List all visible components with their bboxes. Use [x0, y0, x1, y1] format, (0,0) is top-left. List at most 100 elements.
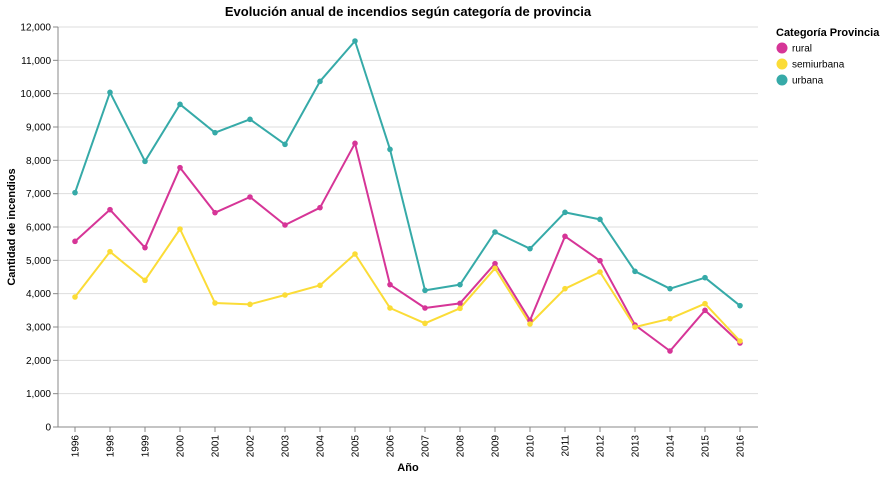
- data-point-urbana: [527, 245, 533, 252]
- y-tick-label: 8,000: [26, 156, 51, 167]
- data-point-urbana: [632, 268, 638, 275]
- x-tick-label: 2009: [491, 435, 502, 458]
- x-tick-label: 2003: [281, 435, 292, 458]
- data-point-rural: [72, 238, 78, 245]
- data-point-rural: [212, 209, 218, 216]
- data-point-urbana: [142, 158, 148, 165]
- legend-symbol-rural: [776, 42, 788, 54]
- data-point-urbana: [72, 189, 78, 196]
- data-point-urbana: [387, 146, 393, 153]
- y-tick-label: 0: [45, 423, 51, 434]
- data-point-semiurbana: [317, 282, 323, 289]
- x-tick-label: 2010: [526, 435, 537, 458]
- data-point-semiurbana: [247, 301, 253, 308]
- data-point-semiurbana: [492, 265, 498, 272]
- data-point-urbana: [422, 287, 428, 294]
- data-point-urbana: [737, 302, 743, 309]
- legend-label-rural: rural: [792, 44, 812, 55]
- x-axis-title: Año: [397, 462, 419, 474]
- x-tick-label: 2001: [211, 435, 222, 458]
- data-point-semiurbana: [282, 292, 288, 298]
- x-tick-label: 2000: [176, 435, 187, 458]
- series-line-rural: [74, 142, 741, 352]
- data-point-rural: [562, 233, 568, 240]
- legend-label-urbana: urbana: [792, 76, 824, 87]
- data-point-urbana: [247, 116, 253, 123]
- x-tick-label: 2013: [631, 435, 642, 458]
- x-axis: 1996 1998 1999 2000 2001 2002 2003 2004 2005 2006…: [58, 426, 758, 458]
- x-tick-label: 1998: [106, 435, 117, 458]
- data-point-rural: [387, 281, 393, 288]
- data-point-semiurbana: [72, 294, 78, 300]
- x-tick-label: 1996: [71, 435, 82, 458]
- data-point-rural: [492, 260, 498, 267]
- gridlines: [58, 26, 758, 428]
- y-tick-label: 10,000: [20, 89, 51, 100]
- x-tick-label: 2006: [386, 435, 397, 458]
- y-tick-label: 4,000: [26, 289, 51, 300]
- data-point-rural: [247, 194, 253, 200]
- x-tick-label: 2015: [701, 435, 712, 458]
- chart-title: Evolución anual de incendios según categ…: [225, 4, 592, 19]
- data-point-urbana: [317, 78, 323, 85]
- data-point-urbana: [352, 38, 358, 44]
- data-point-urbana: [702, 274, 708, 281]
- y-tick-label: 5,000: [26, 256, 51, 267]
- data-point-urbana: [107, 89, 113, 96]
- data-point-rural: [457, 300, 463, 307]
- x-tick-label: 2011: [561, 435, 572, 457]
- y-tick-label: 2,000: [26, 356, 51, 367]
- data-point-semiurbana: [457, 305, 463, 312]
- data-point-rural: [597, 257, 603, 264]
- data-point-urbana: [177, 101, 183, 108]
- y-tick-label: 6,000: [26, 223, 51, 234]
- data-point-rural: [422, 305, 428, 311]
- data-point-urbana: [457, 281, 463, 288]
- y-tick-label: 11,000: [21, 56, 51, 67]
- data-point-semiurbana: [212, 300, 218, 306]
- legend-symbol-semiurbana: [776, 58, 788, 70]
- series-line-urbana: [74, 40, 741, 307]
- data-point-rural: [317, 204, 323, 211]
- data-point-semiurbana: [422, 320, 428, 327]
- data-point-rural: [177, 164, 183, 171]
- legend-label-semiurbana: semiurbana: [792, 60, 845, 71]
- data-point-rural: [352, 140, 358, 147]
- data-point-semiurbana: [597, 269, 603, 275]
- legend-title: Categoría Provincia: [776, 27, 880, 39]
- y-axis-title: Cantidad de incendios: [6, 168, 18, 285]
- y-tick-label: 7,000: [26, 189, 51, 200]
- legend: Categoría Provincia rural semiurbana urban…: [776, 27, 880, 87]
- x-tick-label: 2016: [736, 435, 747, 458]
- x-tick-label: 2002: [246, 435, 257, 458]
- x-tick-label: 1999: [141, 435, 152, 458]
- y-tick-label: 12,000: [20, 23, 51, 34]
- data-point-rural: [282, 222, 288, 228]
- data-point-semiurbana: [177, 226, 183, 232]
- y-axis: 0 1,000 2,000 3,000 4,000 5,000 6,000 7,000 8,00…: [20, 23, 59, 434]
- y-tick-label: 9,000: [26, 123, 51, 134]
- data-point-urbana: [667, 285, 673, 292]
- data-point-semiurbana: [527, 321, 533, 327]
- y-tick-label: 1,000: [26, 389, 51, 400]
- data-point-semiurbana: [702, 300, 708, 307]
- data-point-semiurbana: [142, 277, 148, 284]
- x-tick-label: 2005: [351, 435, 362, 458]
- x-tick-label: 2004: [316, 435, 327, 458]
- data-point-rural: [142, 244, 148, 251]
- data-point-rural: [107, 206, 113, 213]
- data-point-urbana: [212, 129, 218, 136]
- series-line-semiurbana: [74, 228, 741, 342]
- data-point-semiurbana: [352, 251, 358, 257]
- x-tick-label: 2007: [421, 435, 432, 458]
- data-point-rural: [667, 348, 673, 354]
- data-point-semiurbana: [667, 315, 673, 322]
- data-point-rural: [702, 307, 708, 314]
- data-point-urbana: [597, 216, 603, 223]
- data-point-semiurbana: [737, 338, 743, 344]
- data-point-urbana: [282, 141, 288, 148]
- data-point-urbana: [562, 209, 568, 216]
- data-point-semiurbana: [562, 285, 568, 292]
- x-tick-label: 2014: [666, 435, 677, 458]
